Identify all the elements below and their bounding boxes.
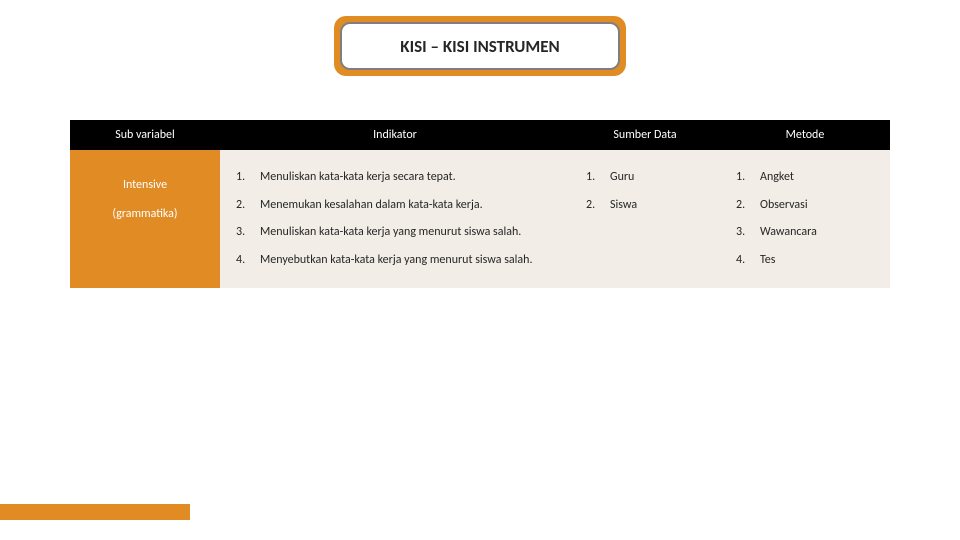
metode-num: 4.	[736, 247, 750, 275]
sumber-num: 1.	[586, 164, 600, 192]
header-subvariabel: Sub variabel	[70, 120, 220, 150]
header-indikator: Indikator	[220, 120, 570, 150]
indikator-num: 3.	[236, 219, 250, 247]
header-metode: Metode	[720, 120, 890, 150]
indikator-row: 2. Menemukan kesalahan dalam kata-kata ke…	[236, 192, 554, 220]
sumber-text: Guru	[610, 164, 634, 192]
sumber-num: 2.	[586, 192, 600, 220]
indikator-text: Menyebutkan kata-kata kerja yang menurut…	[260, 247, 532, 275]
page-title: KISI – KISI INSTRUMEN	[340, 22, 620, 70]
indikator-text: Menemukan kesalahan dalam kata-kata kerj…	[260, 192, 483, 220]
indikator-row: 3. Menuliskan kata-kata kerja yang menuru…	[236, 219, 554, 247]
metode-num: 3.	[736, 219, 750, 247]
header-sumber: Sumber Data	[570, 120, 720, 150]
sumber-cell: 1. Guru 2. Siswa	[570, 150, 720, 288]
sumber-row: 1. Guru	[586, 164, 704, 192]
metode-row: 4. Tes	[736, 247, 874, 275]
metode-row: 2. Observasi	[736, 192, 874, 220]
indikator-num: 4.	[236, 247, 250, 275]
subvariabel-line1: Intensive	[86, 171, 204, 200]
metode-row: 3. Wawancara	[736, 219, 874, 247]
indikator-num: 1.	[236, 164, 250, 192]
instrument-table: Sub variabel Indikator Sumber Data Metod…	[70, 120, 890, 288]
metode-text: Tes	[760, 247, 775, 275]
metode-text: Observasi	[760, 192, 808, 220]
subvariabel-cell: Intensive (grammatika)	[70, 150, 220, 288]
sumber-row: 2. Siswa	[586, 192, 704, 220]
indikator-row: 1. Menuliskan kata-kata kerja secara tepa…	[236, 164, 554, 192]
metode-text: Angket	[760, 164, 794, 192]
indikator-text: Menuliskan kata-kata kerja secara tepat.	[260, 164, 456, 192]
sumber-text: Siswa	[610, 192, 637, 220]
metode-cell: 1. Angket 2. Observasi 3. Wawancara 4. Tes	[720, 150, 890, 288]
title-container: KISI – KISI INSTRUMEN	[340, 22, 620, 70]
indikator-text: Menuliskan kata-kata kerja yang menurut …	[260, 219, 521, 247]
indikator-num: 2.	[236, 192, 250, 220]
indikator-cell: 1. Menuliskan kata-kata kerja secara tepa…	[220, 150, 570, 288]
metode-row: 1. Angket	[736, 164, 874, 192]
bottom-accent-bar	[0, 504, 190, 520]
metode-text: Wawancara	[760, 219, 817, 247]
indikator-row: 4. Menyebutkan kata-kata kerja yang menur…	[236, 247, 554, 275]
metode-num: 2.	[736, 192, 750, 220]
metode-num: 1.	[736, 164, 750, 192]
subvariabel-line2: (grammatika)	[86, 200, 204, 229]
